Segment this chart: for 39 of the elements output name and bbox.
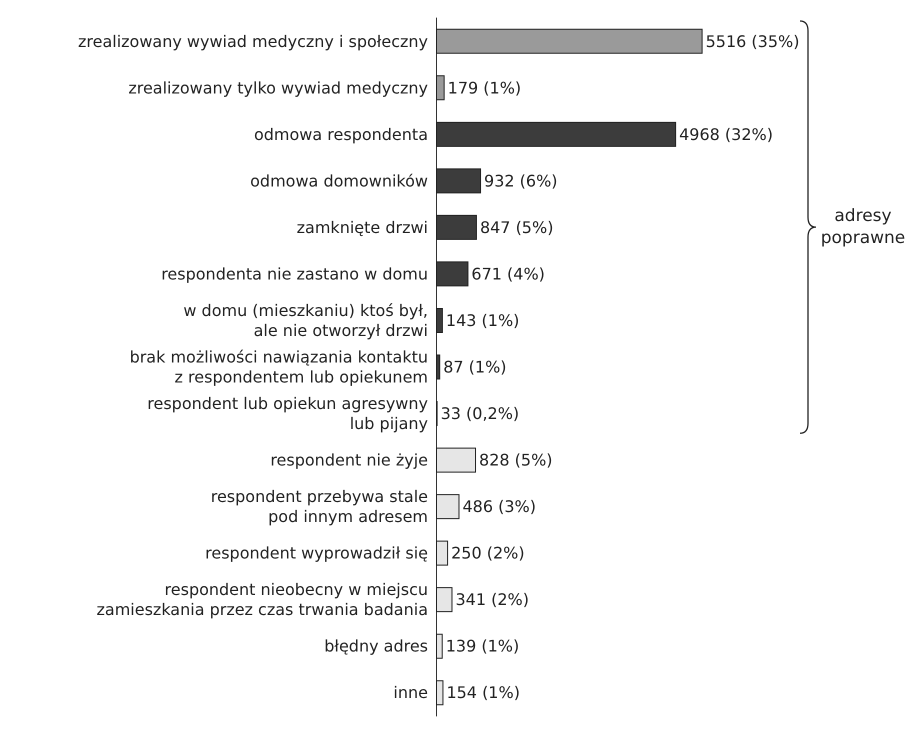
y-tick-label: respondenta nie zastano w domu xyxy=(161,264,428,284)
data-label: 87 (1%) xyxy=(443,358,507,376)
bar xyxy=(436,634,443,659)
data-label: 341 (2%) xyxy=(455,590,529,610)
data-label: 671 (4%) xyxy=(471,264,545,284)
y-tick-label: respondent wyprowadził się xyxy=(205,544,428,563)
bar xyxy=(436,448,476,473)
y-tick-label: respondent nie żyje xyxy=(270,450,428,470)
y-tick-label: zrealizowany wywiad medyczny i społeczny xyxy=(78,32,428,51)
y-tick-label: odmowa respondenta xyxy=(254,124,428,144)
bar xyxy=(436,587,452,612)
data-label: 828 (5%) xyxy=(479,450,553,470)
bar xyxy=(436,680,444,706)
y-tick-label: błędny adres xyxy=(324,636,428,656)
bar xyxy=(436,494,460,520)
data-label: 143 (1%) xyxy=(446,310,520,330)
data-label: 250 (2%) xyxy=(451,544,525,563)
data-label: 33 (0,2%) xyxy=(440,404,520,424)
y-tick-label: zamknięte drzwi xyxy=(296,218,428,237)
y-tick-label: inne xyxy=(393,683,428,702)
data-label: 486 (3%) xyxy=(462,497,536,516)
data-label: 5516 (35%) xyxy=(706,32,800,51)
data-label: 932 (6%) xyxy=(484,171,558,190)
data-label: 154 (1%) xyxy=(446,683,520,702)
data-label: 179 (1%) xyxy=(448,78,522,98)
bar xyxy=(436,28,703,54)
y-tick-label: respondent lub opiekun agresywny lub pijany xyxy=(147,394,428,434)
bar xyxy=(436,75,445,100)
data-label: 4968 (32%) xyxy=(679,124,773,144)
y-tick-label: w domu (mieszkaniu) ktoś był, ale nie otworzył drzwi xyxy=(183,300,428,340)
bar xyxy=(436,540,448,566)
y-tick-label: zrealizowany tylko wywiad medyczny xyxy=(128,78,428,98)
y-tick-label: brak możliwości nawiązania kontaktu z respondentem lub opiekunem xyxy=(130,348,428,386)
text: adresy poprawne xyxy=(820,205,906,250)
y-tick-label: respondent przebywa stale pod innym adresem xyxy=(210,487,428,526)
y-tick-label: odmowa domowników xyxy=(250,171,428,190)
y-tick-label: respondent nieobecny w miejscu zamieszkania przez czas trwania badania xyxy=(96,580,428,620)
data-label: 139 (1%) xyxy=(446,636,520,656)
data-label: 847 (5%) xyxy=(480,218,554,237)
